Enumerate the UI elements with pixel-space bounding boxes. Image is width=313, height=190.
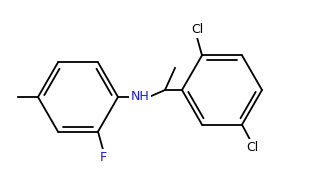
Text: Cl: Cl <box>246 141 258 154</box>
Text: Cl: Cl <box>191 23 203 36</box>
Text: F: F <box>100 151 106 164</box>
Text: NH: NH <box>131 90 149 104</box>
